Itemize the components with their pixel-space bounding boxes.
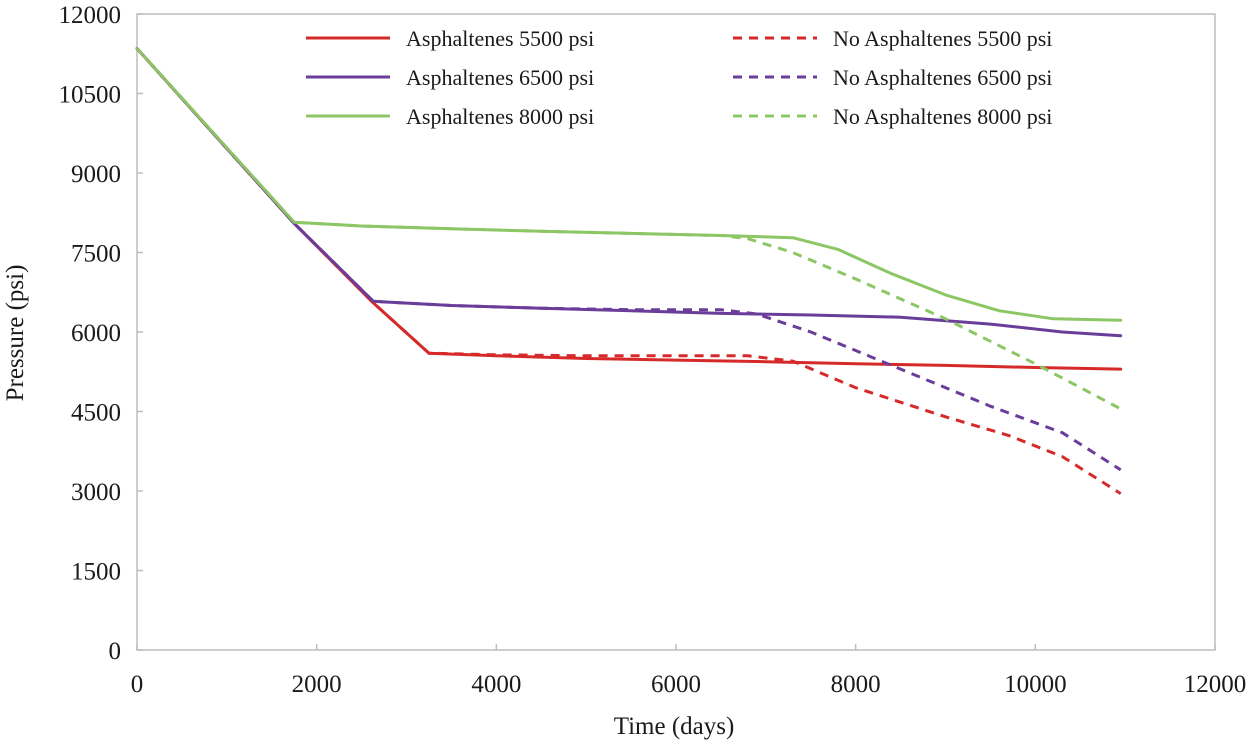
legend-label: Asphaltenes 5500 psi <box>406 26 594 51</box>
x-axis-ticks: 0 2000 4000 6000 8000 10000 12000 <box>131 644 1247 698</box>
x-tick-label: 6000 <box>651 671 701 698</box>
legend-label: No Asphaltenes 8000 psi <box>833 104 1052 129</box>
x-tick-label: 2000 <box>292 671 342 698</box>
y-tick-label: 4500 <box>71 400 121 427</box>
x-tick-label: 10000 <box>1004 671 1067 698</box>
y-tick-label: 9000 <box>71 161 121 188</box>
series-line-asphaltenes-6500 <box>135 47 1123 338</box>
y-axis-title: Pressure (psi) <box>2 265 29 402</box>
legend: Asphaltenes 5500 psi Asphaltenes 6500 psi… <box>306 26 1052 129</box>
y-tick-label: 7500 <box>71 241 121 268</box>
y-tick-label: 1500 <box>71 559 121 586</box>
y-tick-label: 6000 <box>71 320 121 347</box>
legend-label: Asphaltenes 6500 psi <box>406 65 594 90</box>
series-line-no-asphaltenes-5500 <box>135 47 1122 495</box>
x-tick-label: 0 <box>131 671 144 698</box>
series-line-asphaltenes-5500 <box>135 47 1123 371</box>
x-tick-label: 8000 <box>831 671 881 698</box>
x-tick-label: 4000 <box>471 671 521 698</box>
series-layer <box>135 47 1123 495</box>
y-tick-label: 3000 <box>71 479 121 506</box>
legend-label: No Asphaltenes 6500 psi <box>833 65 1052 90</box>
x-tick-label: 12000 <box>1184 671 1247 698</box>
series-line-asphaltenes-8000 <box>135 47 1123 322</box>
series-line-no-asphaltenes-8000 <box>135 47 1122 411</box>
y-tick-label: 0 <box>109 638 122 665</box>
legend-label: Asphaltenes 8000 psi <box>406 104 594 129</box>
y-tick-label: 10500 <box>59 82 122 109</box>
series-line-no-asphaltenes-6500 <box>135 47 1122 472</box>
x-axis-title: Time (days) <box>614 713 735 740</box>
y-axis-ticks: 0 1500 3000 4500 6000 7500 9000 10500 12000 <box>59 2 143 665</box>
legend-label: No Asphaltenes 5500 psi <box>833 26 1052 51</box>
y-tick-label: 12000 <box>59 2 122 29</box>
